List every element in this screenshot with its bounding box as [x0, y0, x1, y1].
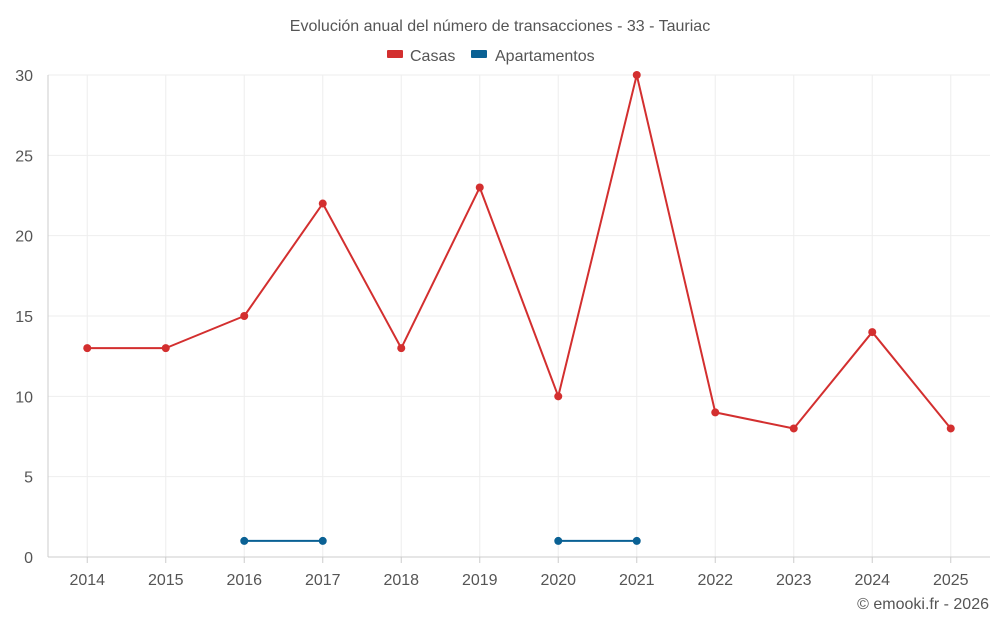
data-point-casas[interactable]	[632, 71, 641, 79]
x-tick-label: 2021	[619, 572, 655, 589]
grid	[48, 74, 990, 557]
data-point-casas[interactable]	[475, 183, 484, 192]
y-tick-label: 0	[24, 550, 33, 567]
x-tick-label: 2024	[854, 572, 890, 589]
x-tick-label: 2018	[383, 572, 419, 589]
x-tick-label: 2017	[305, 572, 341, 589]
x-tick-label: 2014	[69, 572, 105, 589]
legend-item-casas[interactable]: Casas	[387, 48, 455, 65]
series	[83, 71, 955, 545]
legend-item-apartamentos[interactable]: Apartamentos	[471, 48, 595, 65]
data-point-casas[interactable]	[554, 392, 563, 401]
data-point-apartamentos[interactable]	[632, 536, 641, 545]
legend-label-casas: Casas	[410, 48, 455, 65]
data-point-casas[interactable]	[868, 328, 877, 337]
legend-swatch-casas	[387, 50, 403, 58]
legend-label-apartamentos: Apartamentos	[495, 48, 595, 65]
series-line-casas	[87, 74, 952, 430]
legend: Casas Apartamentos	[387, 48, 595, 65]
x-tick-label: 2015	[148, 572, 184, 589]
data-point-casas[interactable]	[318, 199, 327, 208]
data-point-casas[interactable]	[161, 344, 170, 353]
series-apartamentos	[240, 536, 641, 545]
y-tick-label: 20	[15, 229, 33, 246]
data-point-casas[interactable]	[83, 344, 92, 353]
x-tick-label: 2016	[226, 572, 262, 589]
legend-swatch-apartamentos	[471, 50, 487, 58]
data-point-apartamentos[interactable]	[240, 536, 249, 545]
data-point-casas[interactable]	[240, 312, 249, 320]
y-tick-label: 30	[15, 68, 33, 85]
y-tick-label: 10	[15, 389, 33, 406]
data-point-casas[interactable]	[711, 408, 720, 417]
x-tick-label: 2019	[462, 572, 498, 589]
x-tick-label: 2020	[540, 572, 576, 589]
chart-title: Evolución anual del número de transaccio…	[290, 18, 710, 35]
data-point-apartamentos[interactable]	[554, 536, 563, 545]
y-tick-label: 15	[15, 309, 33, 326]
data-point-casas[interactable]	[946, 424, 955, 433]
y-tick-label: 25	[15, 148, 33, 165]
x-tick-label: 2025	[933, 572, 969, 589]
credit-text: © emooki.fr - 2026	[857, 596, 989, 613]
y-tick-label: 5	[24, 470, 33, 487]
series-casas	[83, 71, 955, 433]
x-tick-label: 2022	[697, 572, 733, 589]
data-point-casas[interactable]	[789, 424, 798, 433]
x-tick-label: 2023	[776, 572, 812, 589]
data-point-casas[interactable]	[397, 344, 406, 353]
data-point-apartamentos[interactable]	[318, 536, 327, 545]
